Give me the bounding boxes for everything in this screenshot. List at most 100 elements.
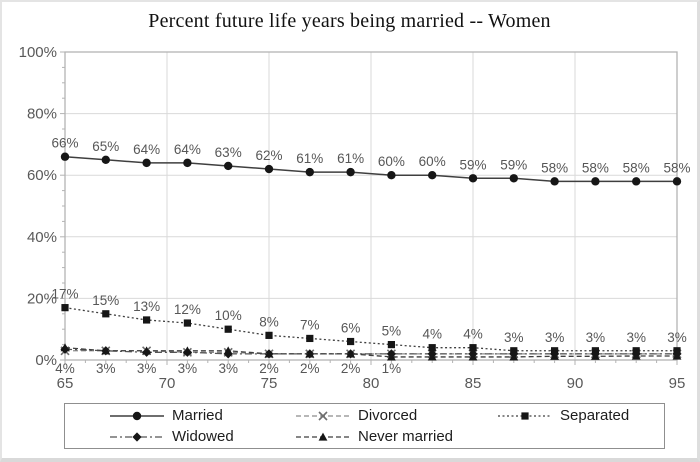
marker-circle	[550, 177, 559, 186]
data-label: 10%	[215, 308, 242, 323]
legend-label: Widowed	[172, 428, 234, 445]
marker-x	[318, 410, 328, 421]
marker-triangle	[346, 349, 355, 358]
data-label: 66%	[51, 136, 78, 151]
y-axis-label: 40%	[27, 229, 57, 246]
data-label: 60%	[419, 154, 446, 169]
legend-item-married: Married	[109, 407, 295, 424]
data-label: 60%	[378, 154, 405, 169]
marker-circle	[387, 171, 396, 180]
marker-circle	[132, 411, 142, 420]
data-label: 59%	[500, 157, 527, 172]
plot-area: 0% 20% 40% 60% 80% 100% 65 70 75 80 85 90 95 66% 65% 64…	[19, 44, 691, 392]
data-label: 61%	[337, 151, 364, 166]
marker-circle	[183, 158, 192, 168]
data-label: 61%	[296, 151, 323, 166]
x-axis-label: 90	[567, 375, 584, 392]
data-label: 65%	[92, 139, 119, 154]
data-label: 13%	[133, 299, 160, 314]
y-axis-label: 0%	[35, 352, 57, 369]
x-axis-label: 75	[261, 375, 278, 392]
marker-square	[306, 334, 314, 343]
data-label: 2%	[300, 361, 320, 376]
legend-marker-divorced-icon	[296, 410, 350, 421]
marker-circle	[509, 174, 518, 183]
marker-triangle	[318, 432, 328, 441]
data-label: 63%	[215, 145, 242, 160]
marker-square	[183, 319, 191, 327]
data-label: 3%	[626, 330, 646, 345]
series-married-line	[64, 155, 677, 183]
legend-label: Never married	[358, 428, 454, 445]
marker-circle	[60, 152, 70, 161]
marker-triangle	[591, 351, 600, 360]
x-axis-label: 95	[669, 375, 686, 392]
marker-square	[469, 344, 477, 352]
legend-item-widowed: Widowed	[109, 428, 295, 445]
y-axis-label: 20%	[27, 290, 57, 307]
marker-circle	[468, 174, 478, 183]
x-axis-label: 80	[363, 375, 380, 392]
data-label: 58%	[582, 160, 609, 175]
data-label: 12%	[174, 302, 201, 317]
marker-square	[265, 331, 273, 339]
marker-circle	[672, 177, 682, 186]
data-label: 3%	[545, 330, 565, 345]
marker-triangle	[60, 343, 70, 352]
data-label: 3%	[586, 330, 606, 345]
marker-circle	[428, 171, 437, 180]
marker-triangle	[427, 352, 437, 361]
data-label: 3%	[218, 361, 238, 376]
y-axis-label: 100%	[19, 44, 57, 61]
legend-item-never-married: Never married	[295, 428, 497, 445]
data-label: 5%	[382, 324, 402, 339]
series-never-married-line	[64, 347, 677, 358]
marker-circle	[632, 177, 641, 186]
data-label: 58%	[623, 160, 650, 175]
marker-triangle	[468, 352, 478, 361]
data-label: 3%	[96, 361, 116, 376]
x-axis-label: 85	[465, 375, 482, 392]
x-axis-label: 65	[57, 375, 74, 392]
marker-circle	[142, 158, 151, 168]
marker-circle	[224, 161, 233, 171]
marker-square	[521, 411, 529, 420]
marker-square	[347, 337, 355, 346]
legend-label: Separated	[560, 407, 630, 424]
marker-square	[224, 325, 232, 333]
data-label: 59%	[459, 157, 486, 172]
data-label: 62%	[255, 148, 282, 163]
marker-circle	[264, 164, 274, 174]
data-label: 64%	[133, 142, 160, 157]
marker-triangle	[183, 346, 192, 355]
data-label: 7%	[300, 317, 320, 332]
data-label: 8%	[259, 314, 279, 329]
data-label: 64%	[174, 142, 201, 157]
marker-triangle	[223, 346, 233, 355]
data-label: 3%	[504, 330, 524, 345]
marker-diamond	[132, 431, 142, 442]
marker-triangle	[142, 346, 151, 355]
series-widowed-line	[64, 348, 677, 355]
marker-triangle	[509, 352, 519, 361]
data-label: 4%	[463, 327, 483, 342]
marker-triangle	[550, 351, 559, 360]
data-label: 2%	[341, 361, 361, 376]
marker-circle	[305, 167, 314, 177]
legend-label: Married	[172, 407, 223, 424]
marker-circle	[101, 155, 111, 164]
x-axis-label: 70	[159, 375, 176, 392]
data-label: 58%	[663, 160, 690, 175]
y-axis-label: 80%	[27, 106, 57, 123]
legend-marker-separated-icon	[498, 411, 552, 420]
legend-label: Divorced	[358, 407, 418, 424]
legend-marker-married-icon	[110, 411, 164, 420]
data-label: 3%	[137, 361, 157, 376]
data-label: 17%	[51, 287, 78, 302]
legend-marker-never-married-icon	[296, 432, 350, 441]
data-label: 58%	[541, 160, 568, 175]
marker-circle	[591, 177, 600, 186]
y-axis-label: 60%	[27, 167, 57, 184]
data-label: 6%	[341, 321, 361, 336]
